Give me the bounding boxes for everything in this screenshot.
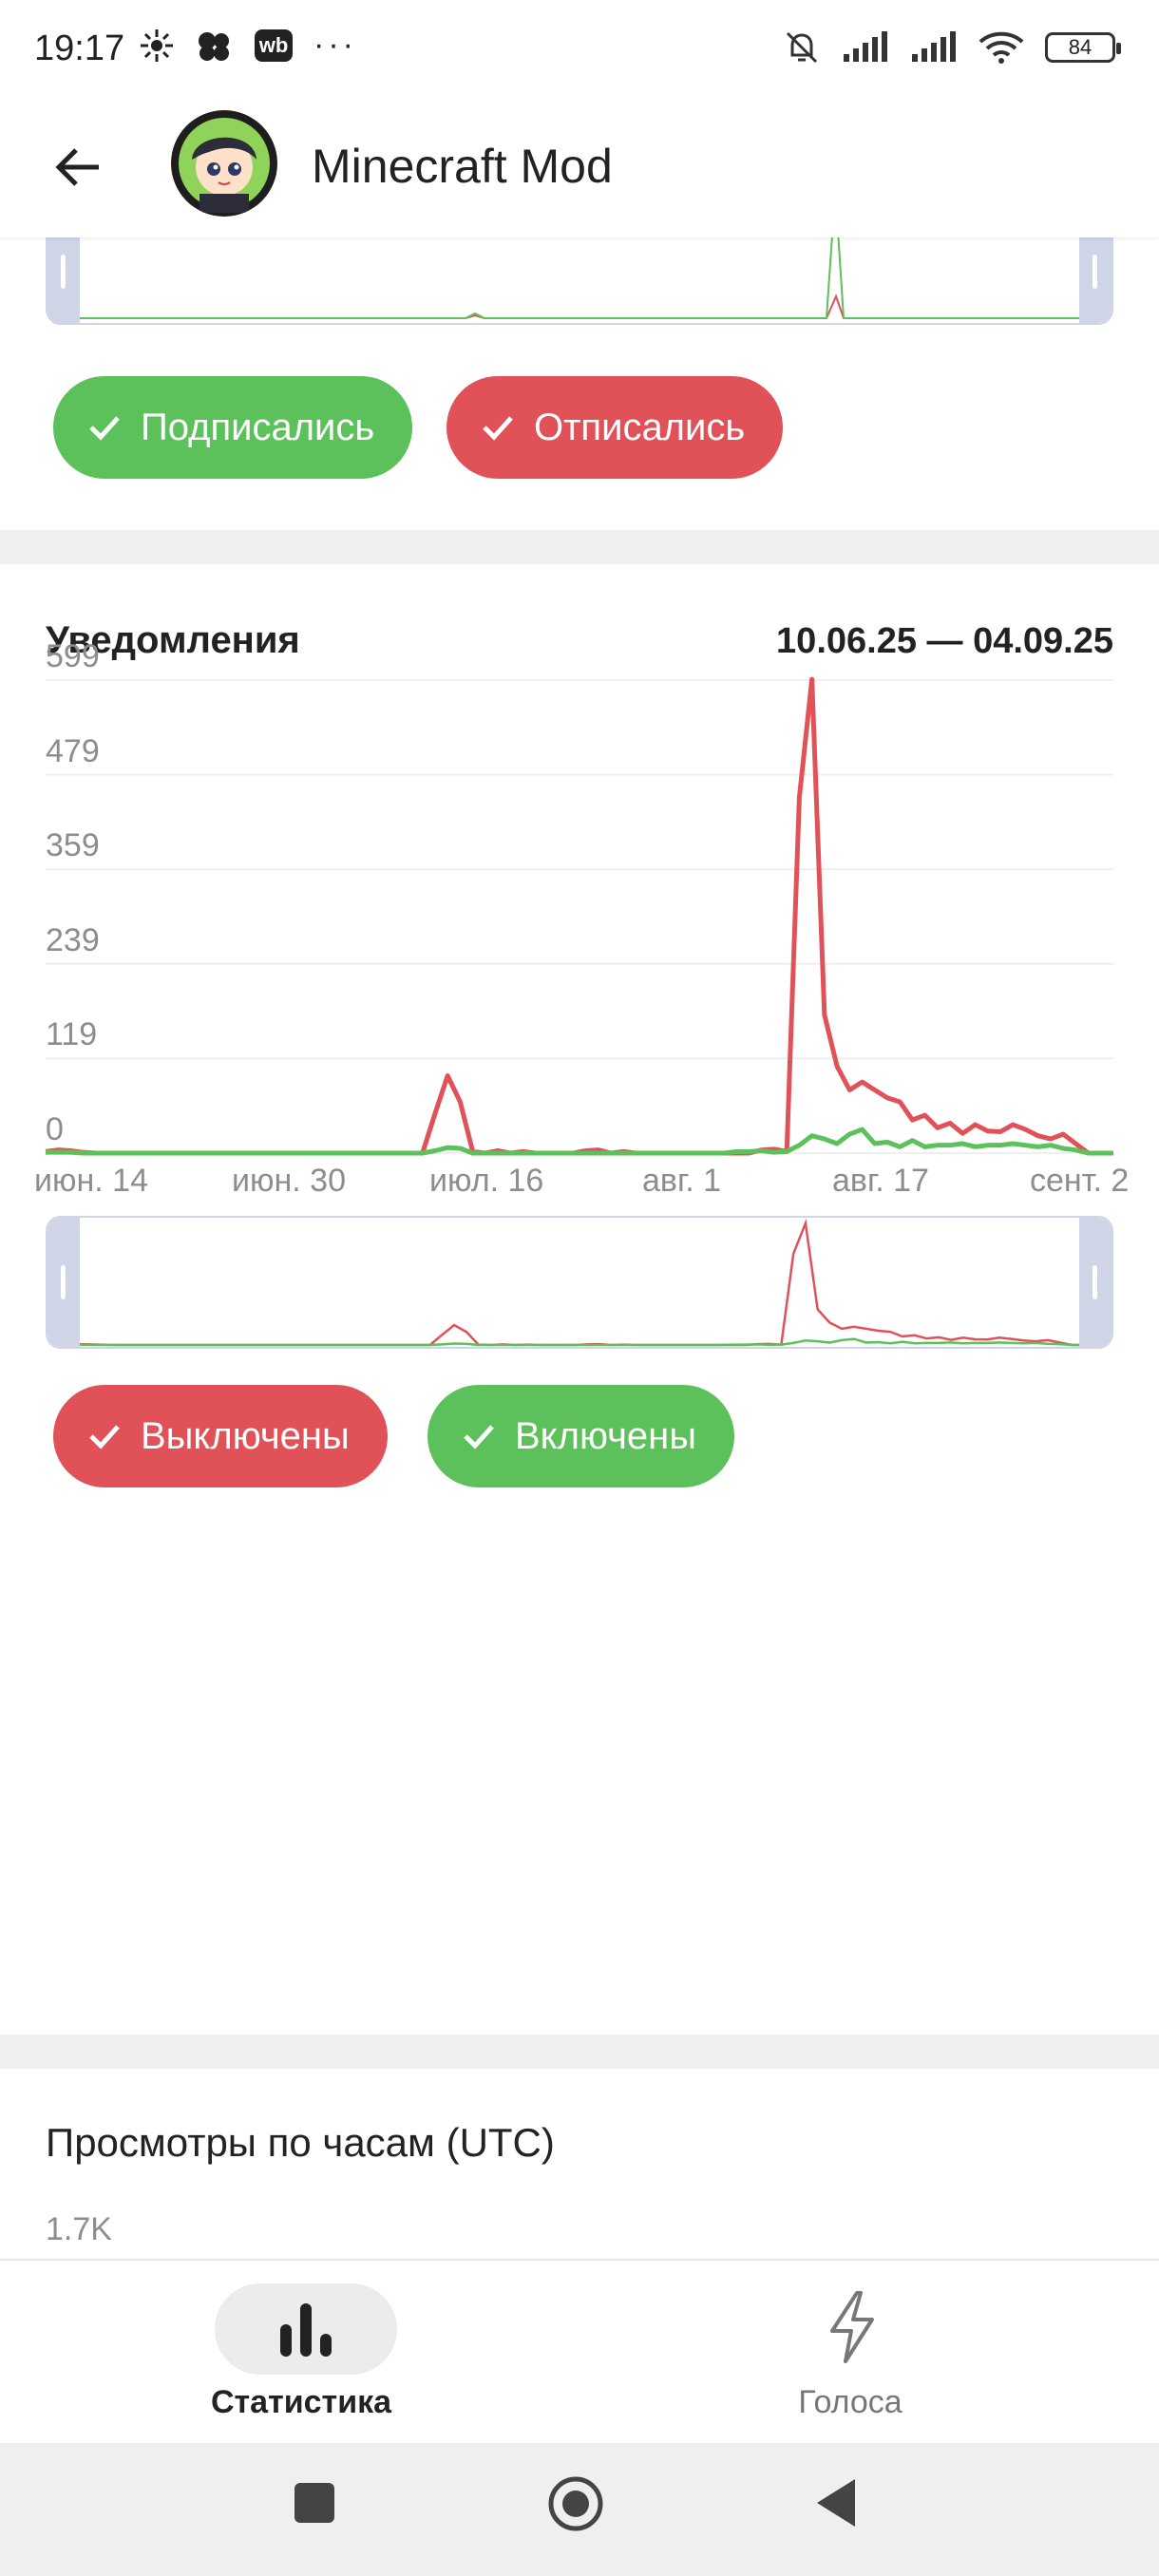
nav-votes[interactable]: Голоса (560, 2261, 1140, 2445)
notifications-title: Уведомления (46, 619, 300, 661)
recent-apps-icon (294, 2483, 334, 2523)
bottom-navigation: Статистика Голоса (0, 2259, 1159, 2443)
filter-subscribed-label: Подписались (141, 406, 375, 448)
x-tick-label: авг. 17 (832, 1163, 929, 1199)
subscribers-range-selector[interactable] (46, 237, 1113, 325)
notifications-minimap (66, 1218, 1096, 1347)
app-header: Minecraft Mod (0, 95, 1159, 237)
hourly-views-title: Просмотры по часам (UTC) (46, 2120, 555, 2165)
filter-enabled-label: Включены (515, 1414, 697, 1457)
y-tick-label: 359 (46, 827, 100, 864)
status-bar: 19:17 wb ··· 84 (0, 0, 1159, 95)
nav-statistics[interactable]: Статистика (0, 2261, 580, 2445)
home-button[interactable] (545, 2473, 606, 2534)
status-notification-icons: wb ··· (139, 27, 357, 64)
minimap-line-disabled (66, 1218, 1096, 1347)
y-tick-label: 239 (46, 921, 100, 958)
y-tick-label: 119 (46, 1016, 98, 1053)
subscribers-minimap (66, 237, 1102, 319)
filter-unsubscribed-label: Отписались (534, 406, 746, 448)
check-icon (89, 416, 120, 441)
x-tick-label: авг. 1 (642, 1163, 722, 1199)
x-tick-label: июн. 30 (232, 1163, 346, 1199)
sun-icon (141, 28, 173, 62)
hourly-views-card: Просмотры по часам (UTC) 1.7K (0, 2069, 1159, 2259)
system-navigation-bar (0, 2443, 1159, 2576)
channel-avatar[interactable] (171, 110, 277, 217)
back-button[interactable] (44, 133, 112, 201)
range-handle-right[interactable] (1079, 1218, 1112, 1347)
range-handle-left[interactable] (48, 237, 80, 323)
series-line-disabled (45, 676, 1113, 1156)
filter-disabled[interactable]: Выключены (53, 1385, 388, 1487)
notifications-date-range[interactable]: 10.06.25 — 04.09.25 (776, 621, 1113, 661)
cloud-icon (199, 31, 229, 61)
notifications-card: Уведомления 10.06.25 — 04.09.25 599 479 35… (0, 564, 1159, 2035)
mute-icon (786, 31, 818, 64)
status-system-icons: 84 (783, 28, 1121, 66)
filter-enabled[interactable]: Включены (428, 1385, 735, 1487)
check-icon (464, 1425, 494, 1449)
back-icon (817, 2479, 855, 2527)
y-tick-label: 0 (46, 1111, 64, 1147)
minimap-line-enabled (66, 1337, 1096, 1347)
statistics-scroll-area[interactable]: Подписались Отписались Уведомления 10.06… (0, 237, 1159, 2259)
avatar-image (179, 118, 270, 213)
y-tick-label: 479 (46, 732, 100, 769)
lightning-icon (830, 2291, 874, 2363)
more-notifications-icon: ··· (314, 27, 357, 63)
hourly-y-tick: 1.7K (46, 2211, 112, 2247)
nav-statistics-active-indicator (215, 2283, 397, 2375)
x-tick-label: июн. 14 (34, 1163, 148, 1199)
filter-unsubscribed[interactable]: Отписались (446, 376, 784, 479)
signal-icon (912, 31, 956, 62)
recent-apps-button[interactable] (291, 2479, 338, 2527)
home-icon (548, 2476, 603, 2531)
notifications-chart[interactable] (0, 659, 1159, 1324)
y-tick-label: 599 (46, 638, 100, 674)
x-tick-label: июл. 16 (429, 1163, 544, 1199)
bar-chart-icon (280, 2303, 332, 2357)
filter-subscribed[interactable]: Подписались (53, 376, 413, 479)
back-nav-button[interactable] (813, 2477, 859, 2529)
x-tick-label: сент. 2 (1030, 1163, 1130, 1199)
status-time: 19:17 (34, 28, 125, 68)
arrow-left-icon (55, 148, 99, 186)
subscribers-card: Подписались Отписались (0, 237, 1159, 530)
signal-icon (844, 31, 887, 62)
range-handle-left[interactable] (48, 1218, 80, 1347)
nav-statistics-label: Статистика (210, 2384, 392, 2420)
check-icon (483, 416, 513, 441)
check-icon (89, 1425, 120, 1449)
wifi-icon (978, 31, 1024, 64)
nav-votes-label: Голоса (798, 2384, 902, 2420)
notifications-range-selector[interactable] (46, 1216, 1113, 1349)
battery-icon: 84 (1045, 32, 1121, 63)
filter-disabled-label: Выключены (141, 1414, 350, 1457)
wb-app-icon: wb (255, 28, 293, 62)
page-title: Minecraft Mod (312, 140, 613, 193)
series-line-enabled (46, 1127, 1113, 1156)
range-handle-right[interactable] (1079, 237, 1112, 323)
